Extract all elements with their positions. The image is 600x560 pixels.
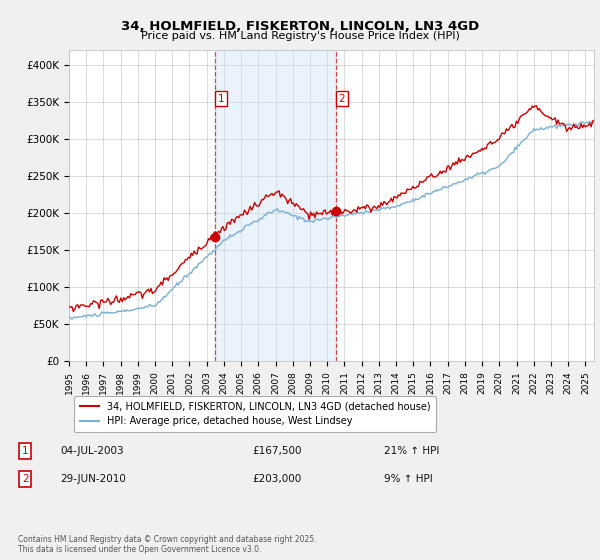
Text: £167,500: £167,500 [252, 446, 302, 456]
Text: 04-JUL-2003: 04-JUL-2003 [60, 446, 124, 456]
Text: 1: 1 [22, 446, 29, 456]
Text: 9% ↑ HPI: 9% ↑ HPI [384, 474, 433, 484]
Text: 2: 2 [338, 94, 345, 104]
Text: 29-JUN-2010: 29-JUN-2010 [60, 474, 126, 484]
Text: 21% ↑ HPI: 21% ↑ HPI [384, 446, 439, 456]
Text: 34, HOLMFIELD, FISKERTON, LINCOLN, LN3 4GD: 34, HOLMFIELD, FISKERTON, LINCOLN, LN3 4… [121, 20, 479, 32]
Legend: 34, HOLMFIELD, FISKERTON, LINCOLN, LN3 4GD (detached house), HPI: Average price,: 34, HOLMFIELD, FISKERTON, LINCOLN, LN3 4… [74, 395, 436, 432]
Text: Contains HM Land Registry data © Crown copyright and database right 2025.
This d: Contains HM Land Registry data © Crown c… [18, 535, 317, 554]
Bar [215, 50, 336, 361]
Text: 1: 1 [218, 94, 224, 104]
Text: Price paid vs. HM Land Registry's House Price Index (HPI): Price paid vs. HM Land Registry's House … [140, 31, 460, 41]
Text: £203,000: £203,000 [252, 474, 301, 484]
Text: 2: 2 [22, 474, 29, 484]
